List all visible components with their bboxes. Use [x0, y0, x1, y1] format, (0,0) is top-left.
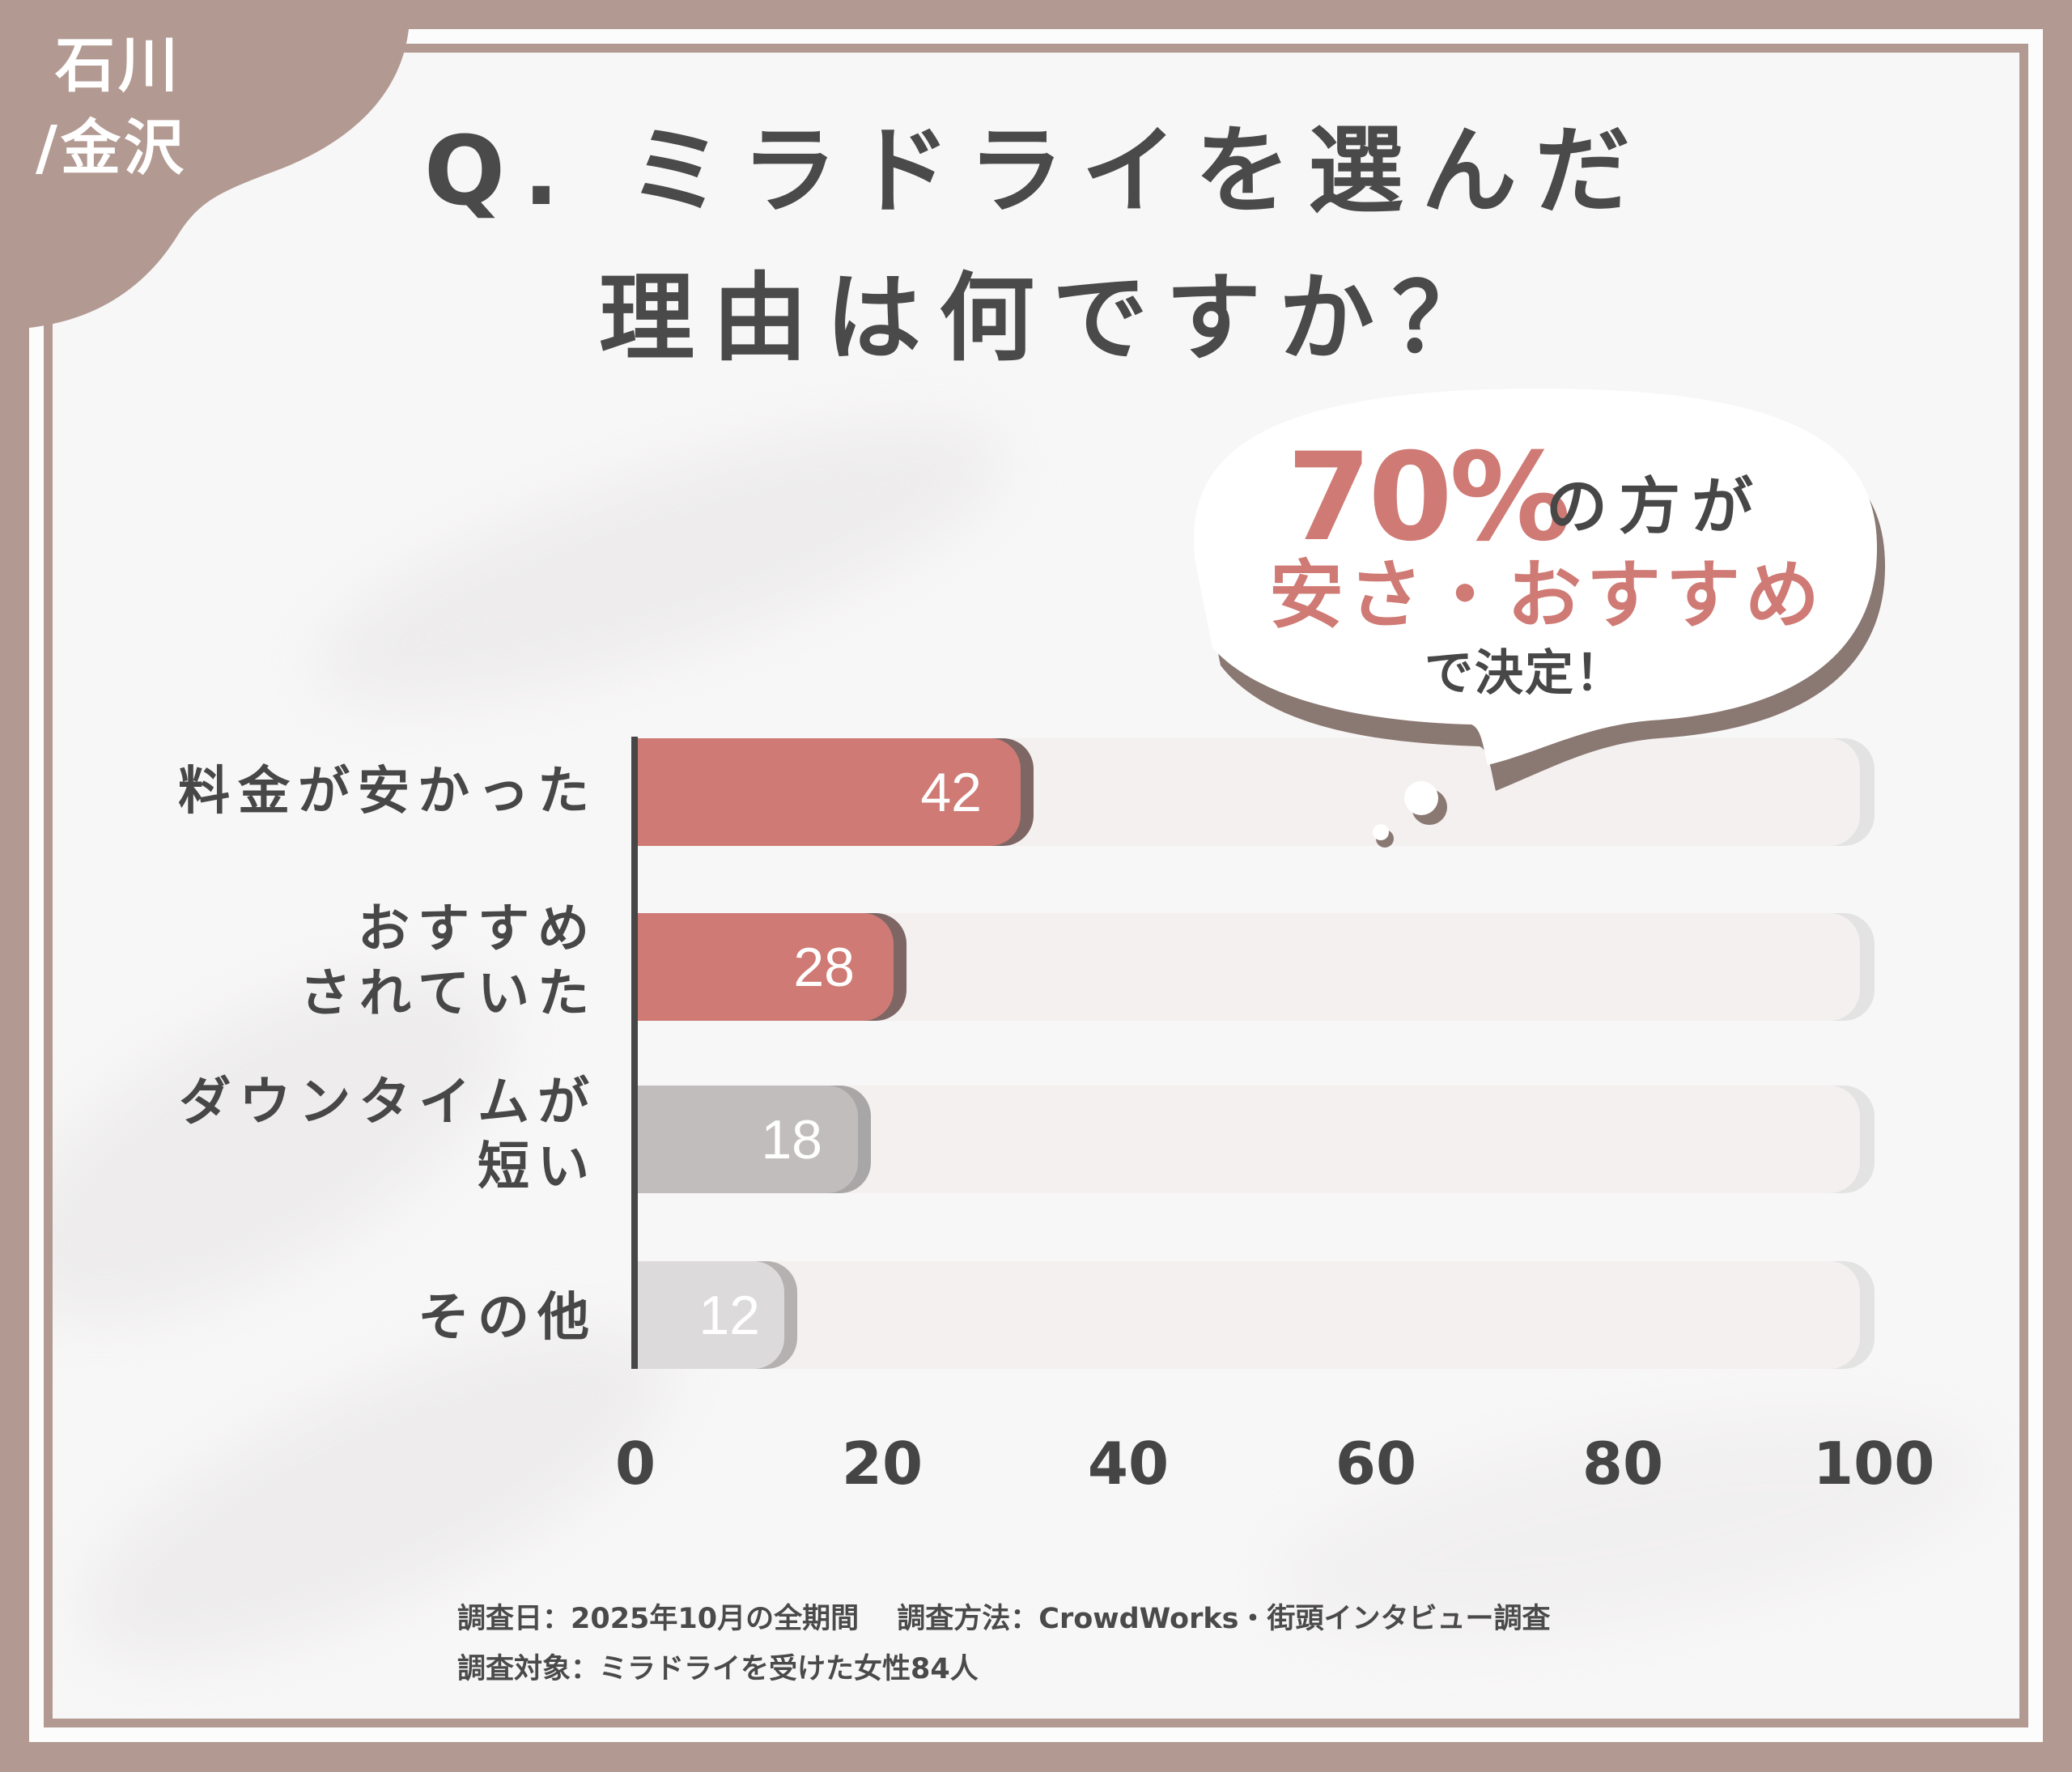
- x-tick-label: 0: [614, 1430, 656, 1498]
- x-tick-label: 80: [1582, 1430, 1664, 1498]
- corner-tag-shape: [0, 0, 421, 332]
- chart-frame: [44, 44, 2028, 1727]
- x-tick-label: 100: [1813, 1430, 1935, 1498]
- row-label-recommended: おすすめ されていた: [299, 899, 597, 1024]
- corner-tag-city: /金沢: [36, 113, 188, 183]
- corner-tag-prefecture: 石川: [55, 31, 181, 100]
- y-axis-line: [631, 737, 638, 1369]
- callout-line3: で決定！: [1424, 645, 1625, 702]
- callout-percent: 70%: [1287, 427, 1571, 568]
- bar-value: 18: [761, 1108, 822, 1171]
- bar-track: [638, 1261, 1875, 1369]
- bar-downtime: 18: [638, 1086, 871, 1193]
- callout-line1-suffix: の方が: [1546, 470, 1764, 542]
- bar-value: 12: [698, 1284, 760, 1346]
- bar-value: 28: [793, 936, 855, 998]
- row-label-downtime: ダウンタイムが 短い: [179, 1073, 597, 1197]
- callout-highlight: 安さ・おすすめ: [1269, 552, 1825, 639]
- x-tick-label: 60: [1335, 1430, 1417, 1498]
- page-title-line1: Q. ミラドライを選んだ: [423, 115, 1649, 227]
- bar-other: 12: [638, 1261, 797, 1369]
- bar-price: 42: [638, 738, 1034, 846]
- background-shadow: [1255, 1366, 2007, 1685]
- x-tick-label: 40: [1087, 1430, 1170, 1498]
- row-label-price: 料金が安かった: [178, 762, 597, 822]
- bar-recommended: 28: [638, 913, 906, 1021]
- row-label-other: その他: [418, 1288, 597, 1348]
- x-tick-label: 20: [841, 1430, 923, 1498]
- page-title-line2: 理由は何ですか？: [598, 262, 1505, 374]
- survey-info-line1: 調査日：2025年10月の全期間 調査方法：CrowdWorks・街頭インタビュ…: [457, 1603, 1551, 1635]
- bar-value: 42: [920, 761, 982, 823]
- speech-bubble: [1201, 406, 1886, 848]
- survey-info-line2: 調査対象：ミラドライを受けた女性84人: [457, 1653, 979, 1685]
